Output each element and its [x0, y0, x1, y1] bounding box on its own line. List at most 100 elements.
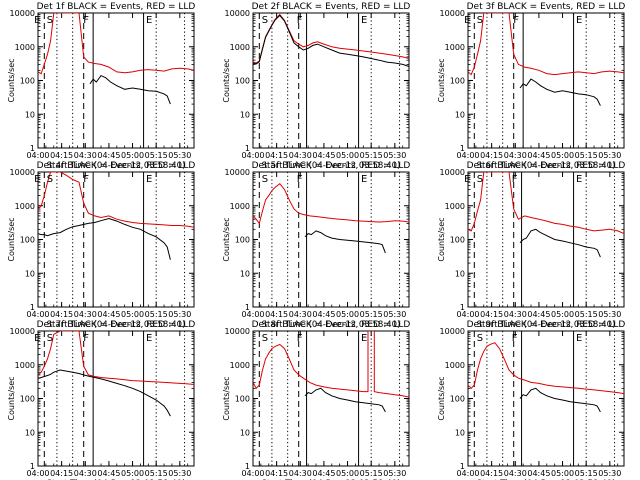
- plot-frame: [252, 171, 410, 308]
- x-tick-label: 04:15: [265, 469, 288, 478]
- marker-label: E: [34, 174, 40, 185]
- marker-label: F: [297, 333, 303, 344]
- x-tick-label: 04:30: [504, 310, 527, 319]
- x-axis-title: Start Time (04-Dec-12 03:58:40): [47, 161, 186, 171]
- det-panel-3: Det 3f BLACK = Events, RED = LLD 1 10 100 10…: [437, 2, 625, 171]
- y-axis-title: Counts/sec: [7, 376, 16, 420]
- marker-label: E: [464, 15, 470, 26]
- marker-label: E: [361, 174, 367, 185]
- x-tick-label: 05:30: [598, 469, 621, 478]
- x-tick-label: 04:15: [50, 310, 73, 319]
- marker-label: E: [361, 15, 367, 26]
- x-tick-label: 05:00: [121, 151, 144, 160]
- x-tick-label: 04:15: [50, 151, 73, 160]
- marker-label: S: [477, 333, 483, 344]
- panel-title: Det 7f BLACK = Events, RED = LLD: [37, 320, 196, 330]
- x-tick-label: 04:00: [26, 310, 49, 319]
- x-tick-label: 05:15: [575, 469, 598, 478]
- x-tick-label: 05:00: [551, 469, 574, 478]
- det-panel-1: Det 1f BLACK = Events, RED = LLD 1 10 100 10…: [7, 2, 195, 171]
- x-tick-label: 04:30: [504, 469, 527, 478]
- x-tick-label: 04:15: [265, 151, 288, 160]
- det-panel-4: Det 4f BLACK = Events, RED = LLD 1 10 100 10…: [7, 161, 195, 330]
- x-tick-label: 04:45: [97, 310, 120, 319]
- x-tick-label: 04:45: [312, 469, 335, 478]
- marker-label: E: [146, 174, 152, 185]
- y-axis-title: Counts/sec: [437, 58, 446, 102]
- series-events-line: [38, 217, 171, 260]
- x-tick-label: 04:15: [265, 310, 288, 319]
- marker-label: F: [297, 174, 303, 185]
- panel-title: Det 5f BLACK = Events, RED = LLD: [252, 161, 411, 171]
- x-tick-label: 04:15: [480, 469, 503, 478]
- y-tick-label: 10000: [10, 9, 35, 18]
- x-tick-label: 04:45: [527, 310, 550, 319]
- x-tick-label: 05:00: [336, 469, 359, 478]
- y-tick-label: 10: [455, 269, 465, 278]
- y-axis-title: Counts/sec: [7, 58, 16, 102]
- x-tick-label: 04:30: [289, 310, 312, 319]
- plot-area: [468, 172, 624, 307]
- y-tick-label: 10: [240, 269, 250, 278]
- y-axis-title: Counts/sec: [437, 217, 446, 261]
- series-lld-line: [38, 172, 194, 228]
- plot-area: [468, 13, 624, 148]
- series-lld-line: [38, 331, 194, 385]
- x-tick-label: 05:30: [168, 151, 191, 160]
- x-tick-label: 04:45: [312, 310, 335, 319]
- y-tick-label: 10000: [10, 327, 35, 336]
- y-tick-label: 1000: [230, 361, 250, 370]
- marker-label: S: [262, 15, 268, 26]
- x-tick-label: 05:30: [598, 310, 621, 319]
- x-tick-label: 05:30: [383, 151, 406, 160]
- panel-title: Det 1f BLACK = Events, RED = LLD: [37, 2, 196, 12]
- series-events-line: [304, 230, 386, 254]
- series-events-line: [253, 14, 409, 67]
- marker-label: S: [47, 15, 53, 26]
- marker-label: S: [47, 174, 53, 185]
- y-tick-label: 1000: [15, 43, 35, 52]
- marker-label: S: [477, 15, 483, 26]
- marker-label: E: [576, 333, 582, 344]
- y-tick-label: 100: [20, 236, 35, 245]
- y-tick-label: 10000: [440, 327, 465, 336]
- x-tick-label: 04:00: [456, 310, 479, 319]
- x-tick-label: 05:15: [360, 310, 383, 319]
- y-tick-label: 1000: [15, 202, 35, 211]
- x-tick-label: 05:15: [575, 151, 598, 160]
- y-tick-label: 100: [450, 236, 465, 245]
- x-tick-label: 04:45: [97, 151, 120, 160]
- x-tick-label: 05:30: [168, 310, 191, 319]
- y-tick-label: 1: [30, 144, 35, 153]
- det-panel-6: Det 6f BLACK = Events, RED = LLD 1 10 100 10…: [437, 161, 625, 330]
- y-tick-label: 10: [25, 110, 35, 119]
- y-tick-label: 100: [235, 395, 250, 404]
- x-axis-title: Start Time (04-Dec-12 03:58:40): [262, 161, 401, 171]
- x-tick-label: 04:00: [456, 469, 479, 478]
- x-axis-title: Start Time (04-Dec-12 03:58:40): [47, 320, 186, 330]
- y-tick-label: 1: [460, 462, 465, 471]
- marker-label: E: [146, 15, 152, 26]
- series-events-line: [38, 369, 171, 417]
- y-tick-label: 10000: [440, 168, 465, 177]
- y-tick-label: 10000: [225, 9, 250, 18]
- y-tick-label: 10000: [225, 168, 250, 177]
- plot-area: [253, 172, 409, 307]
- series-events-line: [519, 228, 601, 258]
- x-tick-label: 04:30: [289, 469, 312, 478]
- plot-frame: [467, 171, 625, 308]
- marker-label: S: [262, 333, 268, 344]
- y-tick-label: 1: [245, 144, 250, 153]
- plot-frame: [252, 12, 410, 149]
- x-tick-label: 04:30: [504, 151, 527, 160]
- plot-area: [38, 331, 194, 466]
- y-tick-label: 1000: [445, 202, 465, 211]
- x-axis-title: Start Time (04-Dec-12 03:58:40): [477, 161, 616, 171]
- panel-title: Det 6f BLACK = Events, RED = LLD: [467, 161, 626, 171]
- y-tick-label: 10: [25, 269, 35, 278]
- y-axis-title: Counts/sec: [437, 376, 446, 420]
- x-tick-label: 04:00: [26, 469, 49, 478]
- y-tick-label: 10: [240, 428, 250, 437]
- x-tick-label: 05:00: [121, 310, 144, 319]
